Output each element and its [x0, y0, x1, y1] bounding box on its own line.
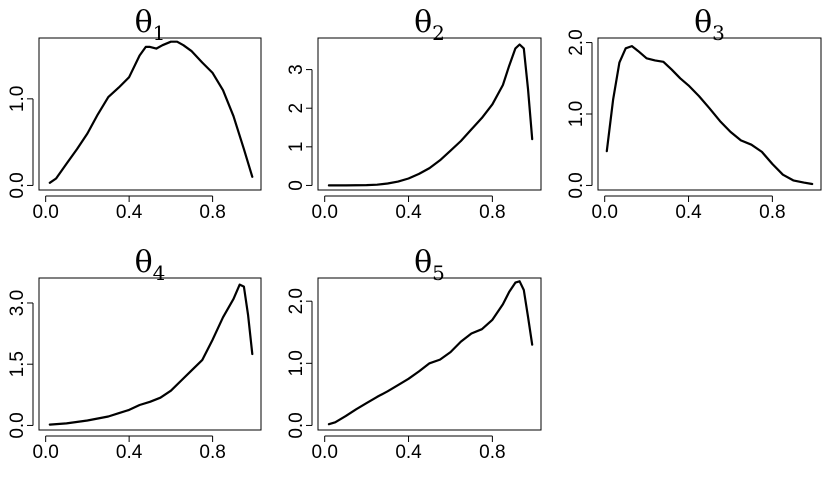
y-tick-label: 1	[286, 142, 307, 153]
plot-frame	[317, 277, 542, 431]
y-tick-label: 0	[286, 180, 307, 191]
x-tick-label: 0.8	[479, 442, 505, 463]
x-tick-label: 0.4	[395, 442, 422, 463]
x-tick-label: 0.0	[32, 202, 58, 223]
x-tick-label: 0.8	[199, 442, 225, 463]
panel-theta-1: θ1 0.0 0.4 0.8 0.0 1.0	[7, 5, 262, 223]
title-subscript: 3	[712, 21, 725, 45]
x-tick-label: 0.4	[116, 442, 143, 463]
title-subscript: 1	[153, 21, 166, 45]
y-tick-label: 2	[286, 103, 307, 114]
panel-theta-3: θ3 0.0 0.4 0.8 0.0 1.0 2.0	[566, 5, 822, 223]
title-symbol: θ	[135, 245, 153, 280]
title-subscript: 2	[432, 21, 445, 45]
y-tick-label: 0.0	[566, 172, 587, 198]
title-subscript: 5	[432, 261, 445, 285]
y-tick-label: 0.0	[7, 412, 28, 438]
x-tick-label: 0.0	[311, 442, 337, 463]
density-curve	[327, 43, 534, 187]
panel-title: θ2	[414, 5, 445, 45]
density-curve	[48, 40, 254, 184]
plot-frame	[317, 37, 542, 191]
y-tick-label: 1.0	[7, 86, 28, 112]
panel-theta-5: θ5 0.0 0.4 0.8 0.0 1.0 2.0	[286, 245, 542, 463]
y-tick-label: 1.0	[566, 101, 587, 127]
title-symbol: θ	[414, 245, 432, 280]
x-tick-label: 0.0	[32, 442, 58, 463]
y-tick-label: 2.0	[566, 29, 587, 55]
panel-title: θ1	[135, 5, 166, 45]
x-tick-label: 0.4	[395, 202, 422, 223]
y-tick-label: 3.0	[7, 290, 28, 316]
y-tick-label: 1.0	[286, 350, 307, 376]
panel-title: θ5	[414, 245, 445, 285]
y-tick-label: 1.5	[7, 351, 28, 377]
panel-title: θ3	[694, 5, 725, 45]
density-curve	[327, 280, 534, 426]
x-tick-label: 0.4	[116, 202, 143, 223]
y-tick-label: 0.0	[7, 172, 28, 198]
y-tick-label: 0.0	[286, 412, 307, 438]
title-symbol: θ	[414, 5, 432, 40]
plot-frame	[38, 37, 262, 191]
plot-frame	[597, 37, 822, 191]
x-tick-label: 0.0	[311, 202, 337, 223]
density-curve	[48, 283, 254, 426]
x-tick-label: 0.8	[759, 202, 785, 223]
density-curve	[605, 44, 814, 186]
panel-theta-4: θ4 0.0 0.4 0.8 0.0 1.5 3.0	[7, 245, 262, 463]
title-symbol: θ	[694, 5, 712, 40]
plot-frame	[38, 277, 262, 431]
x-tick-label: 0.8	[199, 202, 225, 223]
y-tick-label: 2.0	[286, 288, 307, 314]
title-subscript: 4	[153, 261, 166, 285]
x-tick-label: 0.0	[591, 202, 617, 223]
title-symbol: θ	[135, 5, 153, 40]
x-tick-label: 0.8	[479, 202, 505, 223]
y-tick-label: 3	[286, 64, 307, 75]
x-tick-label: 0.4	[675, 202, 702, 223]
panel-title: θ4	[135, 245, 166, 285]
